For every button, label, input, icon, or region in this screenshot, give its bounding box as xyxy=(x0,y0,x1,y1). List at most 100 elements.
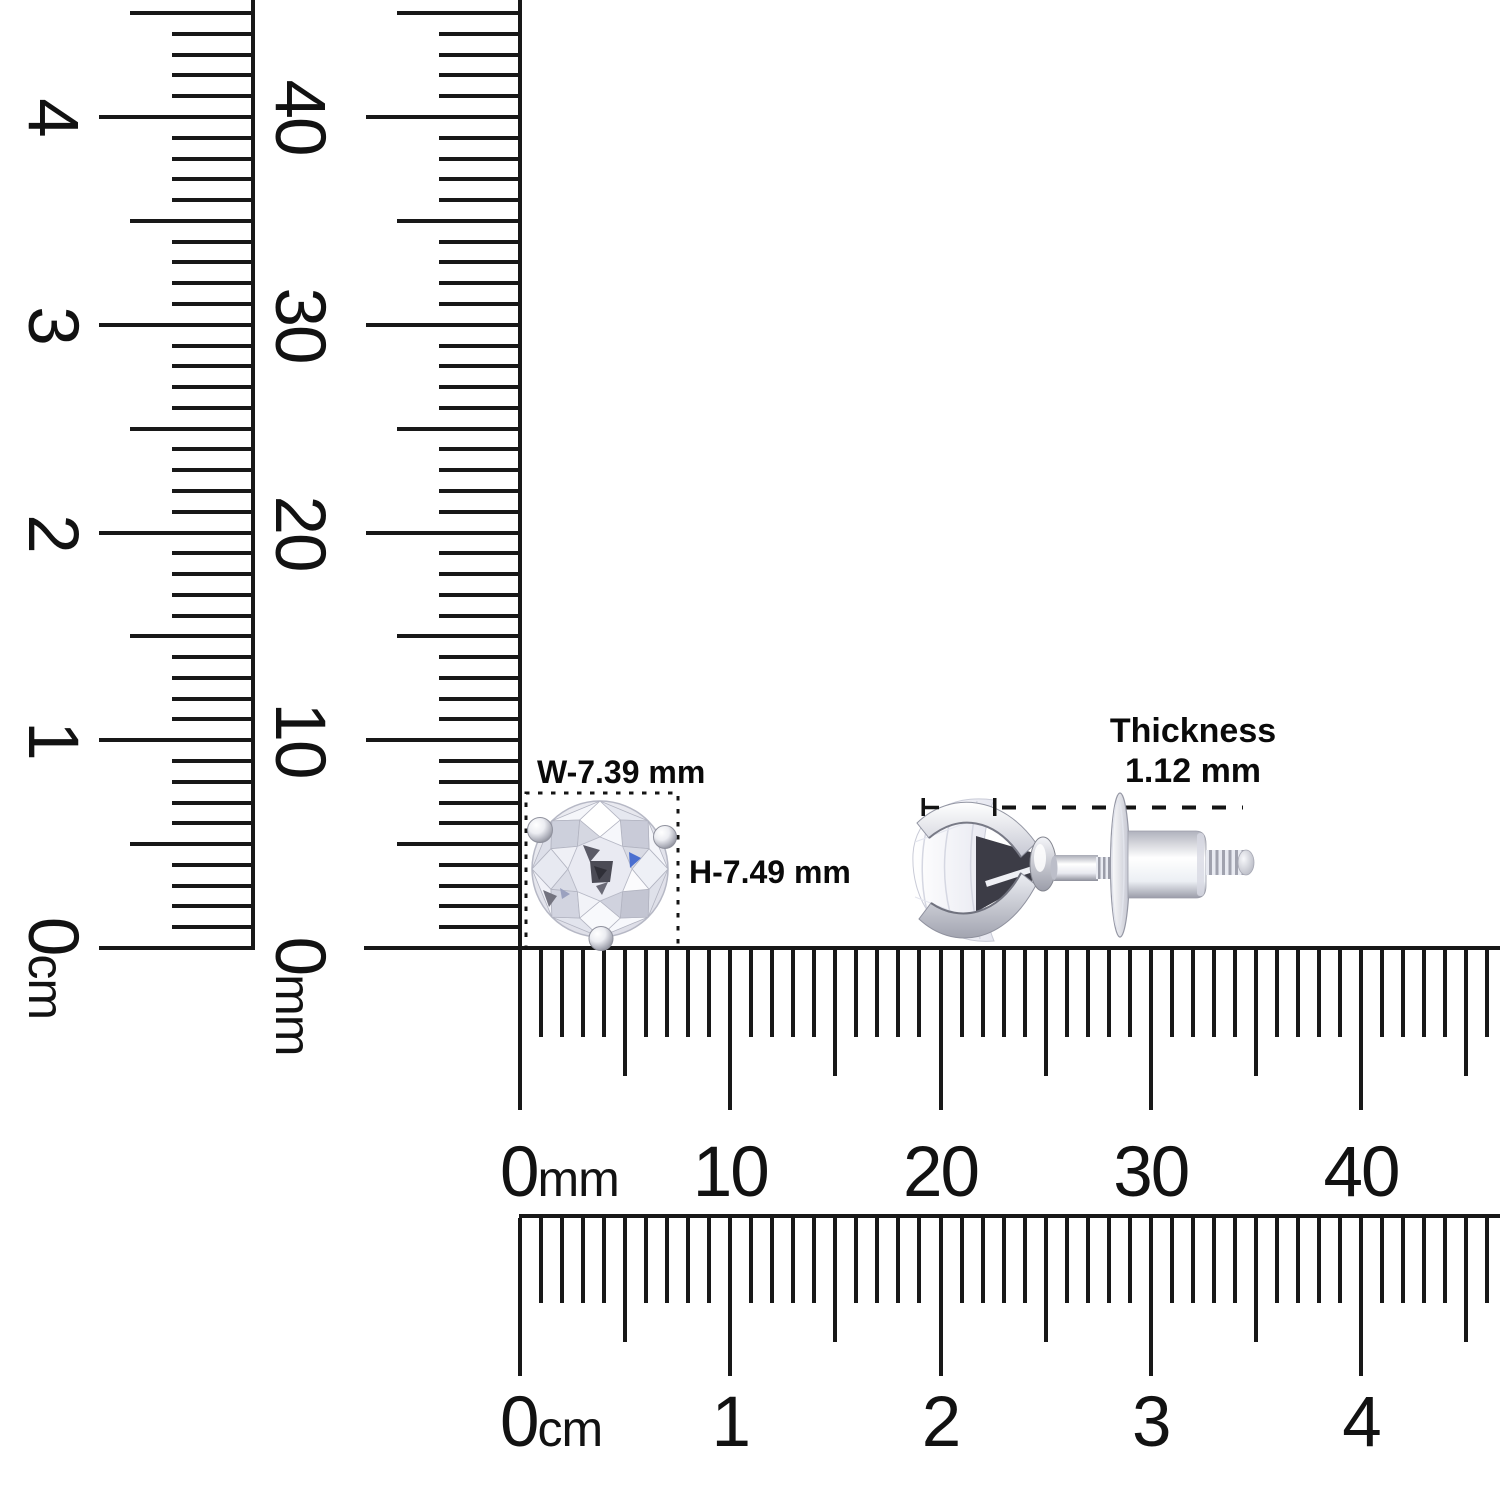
vertical_mm-tick xyxy=(439,73,522,78)
vertical_cm-tick xyxy=(172,551,255,556)
vertical_mm-tick xyxy=(439,821,522,826)
horizontal_mm-tick xyxy=(1359,950,1363,1110)
vertical_cm-tick xyxy=(172,925,255,930)
vertical_mm-tick xyxy=(439,592,522,597)
horizontal_mm-tick xyxy=(812,950,817,1037)
vertical_mm-tick xyxy=(439,343,522,348)
horizontal_cm-tick xyxy=(686,1218,691,1303)
horizontal_cm-tick xyxy=(1001,1218,1006,1303)
vertical_mm-tick xyxy=(397,218,522,223)
horizontal_mm-tick xyxy=(1464,950,1469,1076)
horizontal_cm-tick xyxy=(791,1218,796,1303)
horizontal_cm-tick xyxy=(728,1218,733,1376)
blue-reflection xyxy=(629,852,641,868)
horizontal_mm-label-0mm: 0 mm xyxy=(500,1133,620,1212)
horizontal_cm-label-0cm: 0 cm xyxy=(500,1383,603,1462)
vertical_mm-tick xyxy=(366,530,522,535)
horizontal_mm-tick xyxy=(854,950,859,1037)
horizontal_cm-tick xyxy=(644,1218,649,1303)
vertical_cm-tick xyxy=(172,759,255,764)
screw-back-flange xyxy=(1109,792,1131,938)
horizontal_mm-label-10: 10 xyxy=(692,1133,770,1212)
horizontal_mm-baseline xyxy=(364,946,1500,950)
horizontal_cm-tick xyxy=(560,1218,565,1303)
vertical_mm-tick xyxy=(439,301,522,306)
vertical_cm-tick xyxy=(130,842,255,847)
horizontal_cm-label-3: 3 xyxy=(1132,1383,1171,1462)
vertical_cm-tick xyxy=(172,862,255,867)
vertical_mm-tick xyxy=(397,634,522,639)
vertical_mm-tick xyxy=(439,613,522,618)
horizontal_mm-tick xyxy=(1022,950,1027,1037)
vertical_mm-tick xyxy=(439,260,522,265)
prong-ball-left xyxy=(527,817,553,843)
horizontal_mm-tick xyxy=(1190,950,1195,1037)
horizontal_mm-label-30: 30 xyxy=(1113,1133,1190,1212)
vertical_cm-tick xyxy=(172,779,255,784)
vertical_cm-tick xyxy=(172,800,255,805)
vertical_mm-tick xyxy=(439,509,522,514)
vertical_mm-tick xyxy=(439,655,522,660)
horizontal_mm-tick xyxy=(770,950,775,1037)
side-view-earring xyxy=(912,792,1255,942)
vertical_cm-tick xyxy=(172,675,255,680)
vertical_cm-tick xyxy=(172,904,255,909)
vertical_cm-tick xyxy=(99,738,255,743)
horizontal_mm-tick xyxy=(749,950,754,1037)
horizontal_cm-tick xyxy=(980,1218,985,1303)
horizontal_cm-tick xyxy=(1422,1218,1427,1303)
horizontal_cm-tick xyxy=(770,1218,775,1303)
horizontal_cm-tick xyxy=(1169,1218,1174,1303)
vertical_mm-tick xyxy=(439,800,522,805)
horizontal_cm-tick xyxy=(1022,1218,1027,1303)
screw-back-barrel xyxy=(1127,830,1207,899)
vertical_cm-tick xyxy=(172,281,255,286)
prong-ball-bottom xyxy=(588,926,614,951)
vertical_cm-tick xyxy=(172,343,255,348)
horizontal_cm-tick xyxy=(1295,1218,1300,1303)
horizontal_cm-tick xyxy=(1380,1218,1385,1303)
vertical_cm-tick xyxy=(172,385,255,390)
horizontal_mm-tick xyxy=(791,950,796,1037)
horizontal_mm-tick xyxy=(1169,950,1174,1037)
horizontal_cm-label-4: 4 xyxy=(1342,1383,1381,1462)
vertical_mm-tick xyxy=(439,177,522,182)
thickness-label-line2: 1.12 mm xyxy=(1124,752,1262,790)
vertical_mm-tick xyxy=(439,281,522,286)
horizontal_cm-baseline xyxy=(519,1214,1500,1218)
vertical_cm-tick xyxy=(172,488,255,493)
horizontal_mm-tick xyxy=(1106,950,1111,1037)
vertical_cm-tick xyxy=(172,94,255,99)
vertical_cm-tick xyxy=(130,218,255,223)
thickness-measure-marks xyxy=(921,798,997,816)
horizontal_mm-tick xyxy=(980,950,985,1037)
horizontal_cm-tick xyxy=(1043,1218,1048,1342)
horizontal_cm-tick xyxy=(875,1218,880,1303)
vertical_mm-tick xyxy=(366,738,522,743)
vertical_cm-tick xyxy=(130,634,255,639)
vertical_cm-tick xyxy=(172,177,255,182)
thickness-label-line1: Thickness xyxy=(1109,712,1277,750)
vertical_mm-tick xyxy=(439,135,522,140)
vertical_mm-tick xyxy=(439,883,522,888)
vertical_mm-tick xyxy=(439,468,522,473)
horizontal_cm-tick xyxy=(1064,1218,1069,1303)
horizontal_cm-tick xyxy=(1106,1218,1111,1303)
horizontal_mm-tick xyxy=(518,950,522,1110)
vertical_mm-tick xyxy=(439,447,522,452)
horizontal_mm-tick xyxy=(1337,950,1342,1037)
horizontal_mm-tick xyxy=(560,950,565,1037)
horizontal_cm-tick xyxy=(896,1218,901,1303)
horizontal_cm-tick xyxy=(1316,1218,1321,1303)
vertical_mm-tick xyxy=(397,11,522,16)
vertical_cm-tick xyxy=(99,946,255,950)
horizontal_mm-label-20: 20 xyxy=(903,1133,980,1212)
vertical_mm-tick xyxy=(439,156,522,161)
horizontal_mm-tick xyxy=(938,950,943,1110)
vertical_cm-tick xyxy=(172,52,255,57)
vertical_cm-tick xyxy=(172,509,255,514)
vertical_mm-tick xyxy=(397,426,522,431)
horizontal_mm-tick xyxy=(707,950,712,1037)
thickness-measurement-label: Thickness 1.12 mm xyxy=(1110,711,1276,791)
